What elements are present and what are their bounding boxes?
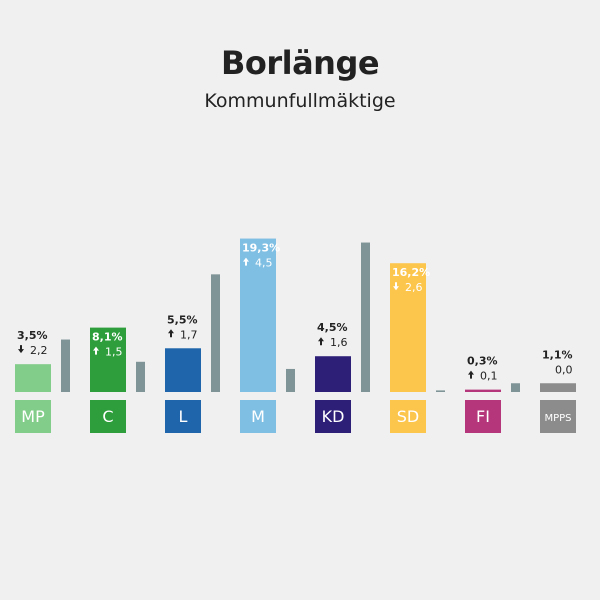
current-bar-kd [315, 356, 351, 392]
previous-bar-m [211, 274, 220, 392]
percent-label-mpps: 1,1% [542, 348, 573, 361]
percent-label-m: 19,3% [242, 242, 280, 255]
party-label-m: M [251, 407, 265, 426]
percent-label-l: 5,5% [167, 313, 198, 326]
party-label-fi: FI [476, 407, 490, 426]
change-label-mp: 2,2 [30, 344, 48, 357]
current-bar-mpps [540, 383, 576, 392]
percent-label-kd: 4,5% [317, 321, 348, 334]
party-label-mp: MP [21, 407, 45, 426]
previous-bar-fi [436, 390, 445, 392]
change-label-fi: 0,1 [480, 370, 498, 383]
previous-bar-sd [361, 242, 370, 392]
party-box-mp [15, 400, 51, 433]
party-box-m [240, 400, 276, 433]
current-bar-c [90, 327, 126, 392]
party-box-mpps [540, 400, 576, 433]
party-label-mpps: MPPS [544, 413, 571, 424]
current-bar-fi [465, 389, 501, 392]
change-label-l: 1,7 [180, 328, 198, 341]
percent-label-c: 8,1% [92, 331, 123, 344]
change-label-m: 4,5 [255, 257, 273, 270]
change-label-c: 1,5 [105, 346, 123, 359]
chart-subtitle: Kommunfullmäktige [204, 90, 396, 112]
previous-bar-mpps [511, 383, 520, 392]
change-arrow-up-icon [93, 346, 99, 355]
chart-title: Borlänge [220, 44, 380, 82]
change-label-mpps: 0,0 [555, 363, 573, 376]
percent-label-mp: 3,5% [17, 329, 48, 342]
change-arrow-up-icon [468, 370, 474, 379]
change-arrow-up-icon [318, 337, 324, 346]
change-arrow-down-icon [393, 282, 399, 291]
current-bar-l [165, 348, 201, 392]
party-label-c: C [102, 407, 113, 426]
party-label-kd: KD [322, 407, 345, 426]
percent-label-fi: 0,3% [467, 355, 498, 368]
current-bar-mp [15, 364, 51, 392]
previous-bar-kd [286, 368, 295, 392]
party-label-sd: SD [397, 407, 419, 426]
change-arrow-up-icon [243, 257, 249, 266]
party-label-l: L [179, 407, 188, 426]
party-box-sd [390, 400, 426, 433]
change-arrow-up-icon [168, 329, 174, 338]
percent-label-sd: 16,2% [392, 266, 430, 279]
previous-bar-c [61, 339, 70, 392]
party-box-c [90, 400, 126, 433]
previous-bar-l [136, 361, 145, 392]
change-label-kd: 1,6 [330, 336, 348, 349]
party-box-fi [465, 400, 501, 433]
party-box-l [165, 400, 201, 433]
change-arrow-down-icon [18, 345, 24, 354]
party-box-kd [315, 400, 351, 433]
change-label-sd: 2,6 [405, 281, 423, 294]
